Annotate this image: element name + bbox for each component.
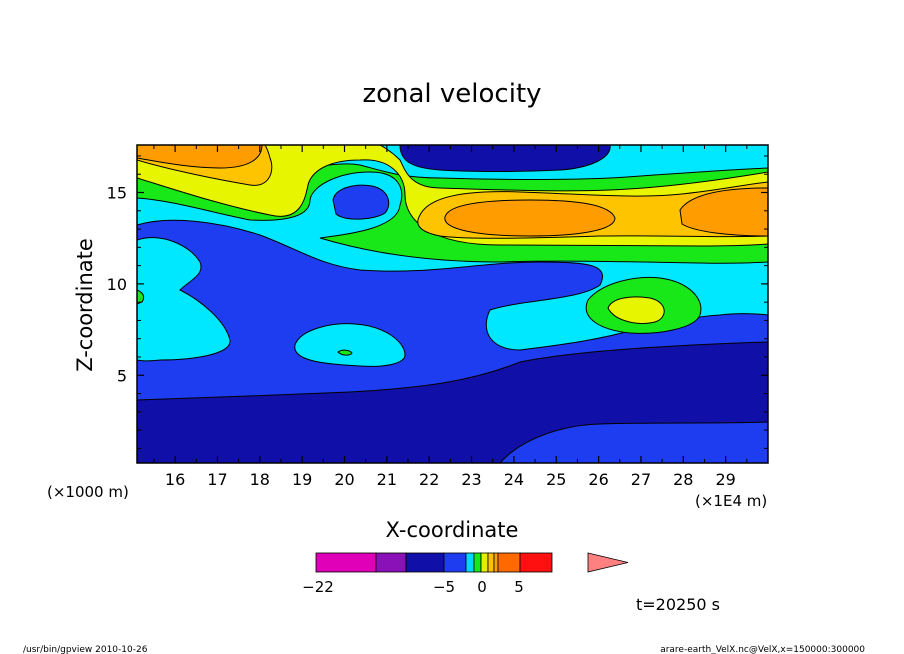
x-tick-label: 27 bbox=[631, 470, 651, 489]
contour-fill-cyan-middle bbox=[294, 323, 406, 367]
x-tick-label: 24 bbox=[504, 470, 524, 489]
contour-fill-orange-right bbox=[679, 187, 768, 237]
x-tick-label: 17 bbox=[207, 470, 227, 489]
footer-left: /usr/bin/gpview 2010-10-26 bbox=[23, 645, 148, 654]
contour-fill-green-edge bbox=[137, 289, 145, 305]
contour-fill-blue-mid bbox=[332, 184, 390, 220]
x-axis: 16 17 18 19 20 21 22 23 24 25 26 27 28 29 bbox=[153, 145, 748, 489]
colorbar-label-zero: 0 bbox=[477, 578, 487, 596]
colorbar-segment bbox=[465, 552, 475, 573]
contour-fill-blue-bottom bbox=[499, 421, 768, 463]
x-tick-label: 16 bbox=[165, 470, 185, 489]
x-tick-label: 25 bbox=[546, 470, 566, 489]
plot-area bbox=[137, 145, 768, 463]
time-label: t=20250 s bbox=[636, 595, 720, 614]
contour-fill-yellow-blob bbox=[607, 296, 665, 324]
colorbar-label-min: −22 bbox=[302, 578, 334, 596]
x-tick-label: 29 bbox=[715, 470, 735, 489]
chart-title: zonal velocity bbox=[362, 79, 541, 109]
y-tick-label: 5 bbox=[117, 366, 127, 385]
x-scale-note: (×1E4 m) bbox=[695, 492, 767, 510]
colorbar-segment bbox=[473, 552, 482, 573]
colorbar-label-5: 5 bbox=[514, 578, 524, 596]
contour-fill-orange-topleft bbox=[137, 145, 263, 169]
y-scale-note: (×1000 m) bbox=[47, 483, 129, 501]
colorbar-segment bbox=[487, 552, 495, 573]
x-tick-label: 22 bbox=[419, 470, 439, 489]
x-tick-label: 21 bbox=[377, 470, 397, 489]
x-axis-label: X-coordinate bbox=[386, 518, 519, 542]
y-axis-label: Z-coordinate bbox=[73, 238, 97, 372]
colorbar-segment bbox=[519, 552, 553, 573]
colorbar-segment bbox=[497, 552, 521, 573]
contour-fill-green-small bbox=[337, 349, 353, 356]
colorbar-segment bbox=[493, 552, 499, 573]
contour-fill-darkblue-top bbox=[399, 145, 611, 172]
colorbar-label-neg5: −5 bbox=[433, 578, 455, 596]
x-tick-label: 28 bbox=[673, 470, 693, 489]
x-tick-label: 18 bbox=[250, 470, 270, 489]
colorbar-segment bbox=[375, 552, 407, 573]
colorbar-segment bbox=[480, 552, 489, 573]
x-tick-label: 26 bbox=[588, 470, 608, 489]
colorbar-extend-arrow bbox=[587, 552, 629, 573]
colorbar-segment bbox=[315, 552, 377, 573]
x-tick-label: 19 bbox=[292, 470, 312, 489]
y-axis: 5 10 15 bbox=[107, 155, 768, 449]
plot-frame bbox=[136, 144, 769, 464]
colorbar bbox=[315, 552, 629, 573]
y-tick-label: 10 bbox=[107, 275, 127, 294]
footer-right: arare-earth_VelX.nc@VelX,x=150000:300000 bbox=[660, 645, 865, 654]
y-tick-label: 15 bbox=[107, 184, 127, 203]
contour-fill-cyan-left bbox=[137, 237, 231, 362]
x-tick-label: 20 bbox=[334, 470, 354, 489]
colorbar-segment bbox=[405, 552, 445, 573]
x-tick-label: 23 bbox=[461, 470, 481, 489]
colorbar-segment bbox=[443, 552, 467, 573]
contour-fill-orange-center bbox=[444, 199, 616, 237]
